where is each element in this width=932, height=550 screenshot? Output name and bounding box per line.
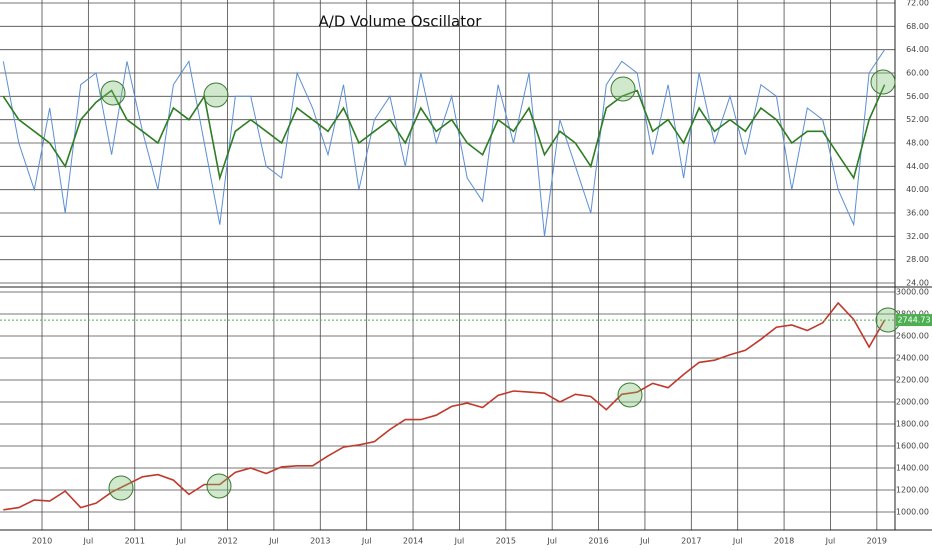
y-tick-label: 52.00 <box>906 115 929 124</box>
highlight <box>100 80 126 106</box>
y-tick-label: 2000.00 <box>896 398 929 407</box>
y-tick-label: 2400.00 <box>896 354 929 363</box>
marks <box>0 49 895 511</box>
x-tick-label: 2011 <box>125 537 145 546</box>
x-tick-label: Jul <box>361 537 372 546</box>
y-tick-label: 48.00 <box>906 139 929 148</box>
highlight <box>206 473 232 499</box>
highlight <box>203 82 229 108</box>
y-tick-label: 2800.00 <box>896 310 929 319</box>
y-tick-label: 2600.00 <box>896 332 929 341</box>
x-tick-label: Jul <box>83 537 94 546</box>
y-tick-label: 3000.00 <box>896 288 929 297</box>
highlight-circles <box>100 69 901 501</box>
y-tick-label: 24.00 <box>906 279 929 288</box>
y-tick-label: 72.00 <box>906 0 929 8</box>
x-tick-label: 2013 <box>310 537 330 546</box>
x-tick-label: 2014 <box>403 537 423 546</box>
x-tick-label: 2015 <box>496 537 516 546</box>
y-tick-label: 68.00 <box>906 22 929 31</box>
highlight <box>870 69 896 95</box>
x-tick-label: 2010 <box>32 537 52 546</box>
grid <box>0 0 895 530</box>
y-tick-label: 1600.00 <box>896 442 929 451</box>
y-tick-label: 64.00 <box>906 45 929 54</box>
x-tick-label: Jul <box>546 537 557 546</box>
y-tick-label: 60.00 <box>906 69 929 78</box>
x-tick-label: 2012 <box>217 537 237 546</box>
series-line <box>2 84 886 182</box>
x-tick-label: 2019 <box>867 537 887 546</box>
y-tick-label: 40.00 <box>906 185 929 194</box>
highlight <box>617 382 643 408</box>
y-tick-label: 1200.00 <box>896 486 929 495</box>
x-tick-label: 2018 <box>774 537 794 546</box>
y-tick-label: 56.00 <box>906 92 929 101</box>
x-tick-label: Jul <box>825 537 836 546</box>
chart-title: A/D Volume Oscillator <box>319 13 483 31</box>
x-tick-label: Jul <box>268 537 279 546</box>
y-tick-label: 32.00 <box>906 232 929 241</box>
x-tick-label: Jul <box>639 537 650 546</box>
x-tick-label: 2017 <box>681 537 701 546</box>
y-tick-label: 2200.00 <box>896 376 929 385</box>
y-tick-label: 1800.00 <box>896 420 929 429</box>
x-tick-label: 2016 <box>588 537 608 546</box>
series-line <box>3 301 886 511</box>
x-tick-label: Jul <box>175 537 186 546</box>
y-tick-label: 1000.00 <box>896 508 929 517</box>
highlight <box>610 76 636 102</box>
y-tick-label: 28.00 <box>906 255 929 264</box>
highlight <box>108 475 134 501</box>
last-price-box <box>896 314 932 327</box>
y-tick-label: 36.00 <box>906 209 929 218</box>
x-tick-label: Jul <box>732 537 743 546</box>
y-tick-label: 1400.00 <box>896 464 929 473</box>
last-price-label: 2744.73 <box>897 316 930 325</box>
y-tick-label: 44.00 <box>906 162 929 171</box>
x-tick-label: Jul <box>454 537 465 546</box>
